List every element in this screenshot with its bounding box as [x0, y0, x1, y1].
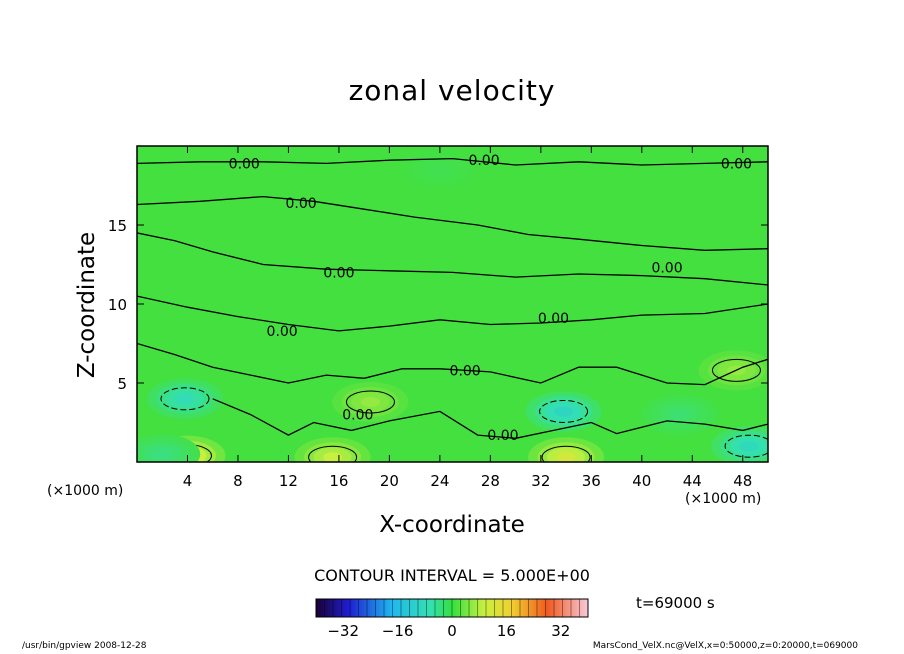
- feature-contour: [711, 358, 761, 382]
- time-label: t=69000 s: [636, 594, 715, 612]
- colorbar-tick-label: 16: [497, 622, 516, 640]
- feature-contour: [345, 390, 395, 414]
- velocity-feature: [525, 391, 602, 432]
- feature-ring: [152, 449, 172, 460]
- feature-ring: [175, 393, 195, 404]
- contour-label: 0.00: [342, 408, 373, 424]
- velocity-feature: [401, 149, 478, 190]
- contour-label: 0.00: [285, 196, 316, 212]
- footer-right-text: MarsCond_VelX.nc@VelX,x=0:50000,z=0:2000…: [592, 641, 858, 651]
- velocity-feature: [528, 437, 605, 462]
- x-tick-label: 28: [481, 472, 500, 490]
- feature-ring: [739, 441, 759, 452]
- colorbar-tick-label: 32: [551, 622, 570, 640]
- feature-contour: [541, 445, 591, 462]
- x-ticks: 4 8 12 16 20 24 28 32 36 40 44 48: [183, 146, 752, 490]
- zero-contour-line: [137, 232, 768, 286]
- chart-title: zonal velocity: [348, 74, 556, 107]
- x-tick-label: 8: [233, 472, 243, 490]
- feature-contour: [308, 445, 358, 462]
- x-tick-label: 12: [279, 472, 298, 490]
- feature-contour: [724, 434, 768, 458]
- contour-label: 0.00: [267, 324, 298, 340]
- feature-ring: [430, 164, 450, 175]
- zero-contour-line: [137, 342, 768, 386]
- zero-contour-line: [137, 295, 768, 332]
- zero-contour-line: [137, 195, 768, 251]
- x-tick-label: 36: [582, 472, 601, 490]
- contour-interval-label: CONTOUR INTERVAL = 5.000E+00: [314, 566, 590, 585]
- y-tick-label: 5: [117, 375, 127, 393]
- zero-contour-line: [137, 157, 768, 166]
- x-tick-label: 48: [733, 472, 752, 490]
- colorbar-tick-label: −32: [327, 622, 359, 640]
- velocity-field: [137, 146, 768, 462]
- velocity-feature: [332, 381, 409, 422]
- colorbar: −32 −16 0 16 32: [315, 598, 589, 640]
- contour-label: 0.00: [229, 156, 260, 172]
- feature-contour: [160, 387, 210, 411]
- contour-label: 0.00: [651, 261, 682, 277]
- feature-ring: [670, 409, 690, 420]
- x-unit-label: (×1000 m): [685, 491, 762, 507]
- zero-contour-line: [212, 398, 768, 439]
- x-tick-label: 16: [329, 472, 348, 490]
- feature-ring: [556, 452, 576, 462]
- y-axis-label: Z-coordinate: [74, 231, 100, 379]
- contour-label: 0.00: [323, 265, 354, 281]
- feature-contour: [539, 399, 589, 423]
- colorbar-tick-label: 0: [447, 622, 457, 640]
- velocity-feature: [711, 426, 768, 462]
- feature-ring: [554, 406, 574, 417]
- velocity-feature: [294, 437, 371, 462]
- zero-contours: 0.00 0.00 0.00 0.00 0.00 0.00 0.00 0.00 0.00 0.00…: [137, 153, 768, 444]
- feature-ring: [360, 396, 380, 407]
- contour-label: 0.00: [468, 153, 499, 169]
- x-tick-label: 20: [380, 472, 399, 490]
- y-tick-label: 15: [108, 217, 127, 235]
- x-tick-label: 40: [632, 472, 651, 490]
- x-tick-label: 44: [683, 472, 702, 490]
- colorbar-tick-label: −16: [382, 622, 414, 640]
- velocity-feature: [641, 394, 718, 435]
- x-axis-label: X-coordinate: [379, 512, 525, 538]
- velocity-feature: [137, 434, 201, 462]
- contour-label: 0.00: [487, 428, 518, 444]
- footer-left-text: /usr/bin/gpview 2008-12-28: [22, 641, 147, 651]
- x-tick-label: 4: [183, 472, 193, 490]
- z-unit-label: (×1000 m): [47, 483, 124, 499]
- y-ticks: 5 10 15: [108, 217, 768, 393]
- x-tick-label: 32: [531, 472, 550, 490]
- x-tick-label: 24: [430, 472, 449, 490]
- feature-ring: [323, 452, 343, 462]
- contour-label: 0.00: [538, 311, 569, 327]
- velocity-feature: [146, 378, 223, 419]
- y-tick-label: 10: [108, 296, 127, 314]
- contour-label: 0.00: [450, 363, 481, 379]
- contour-label: 0.00: [721, 156, 752, 172]
